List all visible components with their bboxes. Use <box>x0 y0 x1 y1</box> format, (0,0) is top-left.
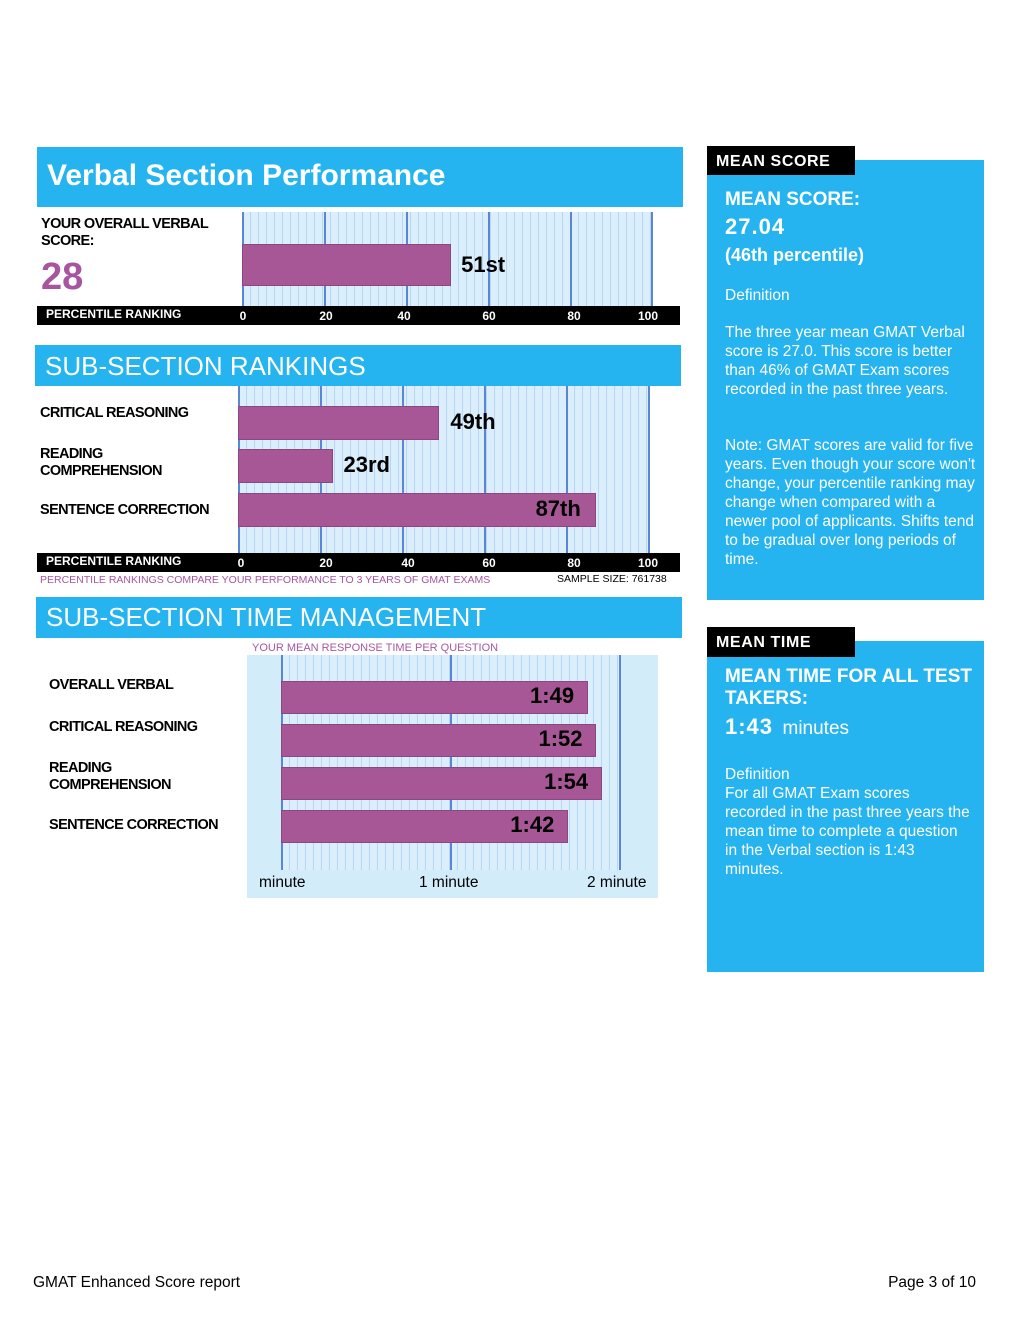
subsection-rankings-header: SUB-SECTION RANKINGS <box>35 345 681 386</box>
percentile-axis-bar: PERCENTILE RANKING 0 20 40 60 80 100 <box>37 306 680 325</box>
grid-line <box>651 212 653 307</box>
time-bar-label: 1:42 <box>510 812 555 837</box>
time-chart-area: 1:49 1:52 1:54 1:42 <box>281 655 621 870</box>
grid-line <box>648 386 650 554</box>
time-caption: YOUR MEAN RESPONSE TIME PER QUESTION <box>252 642 499 654</box>
mean-score-definition-label: Definition <box>725 287 790 304</box>
mean-score-tab: MEAN SCORE <box>707 146 855 175</box>
time-axis-label: 2 minute <box>587 874 647 891</box>
time-bar <box>281 810 569 843</box>
axis-tick: 60 <box>482 556 496 570</box>
verbal-chart-area: 51st <box>242 212 653 307</box>
verbal-section-header: Verbal Section Performance <box>37 147 683 207</box>
ranking-row-label: READING COMPREHENSION <box>40 446 163 479</box>
axis-tick: 0 <box>239 309 247 323</box>
axis-tick: 20 <box>319 556 333 570</box>
grid-line <box>281 655 283 870</box>
time-row-label: OVERALL VERBAL <box>49 677 174 693</box>
axis-tick: 40 <box>401 556 415 570</box>
grid-line <box>566 386 568 554</box>
time-bar <box>281 767 603 800</box>
time-management-title: SUB-SECTION TIME MANAGEMENT <box>46 602 487 632</box>
mean-time-unit: minutes <box>782 718 850 739</box>
subsection-rankings-title: SUB-SECTION RANKINGS <box>45 351 366 381</box>
sample-size: SAMPLE SIZE: 761738 <box>557 573 667 585</box>
time-axis-label: 1 minute <box>419 874 479 891</box>
overall-score-label: YOUR OVERALL VERBAL SCORE: <box>41 216 209 249</box>
mean-time-panel <box>707 641 984 972</box>
mean-time-value: 1:43 <box>725 714 774 739</box>
time-bar <box>281 724 597 757</box>
grid-line <box>488 212 490 307</box>
verbal-section-title: Verbal Section Performance <box>47 159 446 192</box>
percentile-axis-label: PERCENTILE RANKING <box>46 554 182 568</box>
time-row-label: SENTENCE CORRECTION <box>49 817 219 833</box>
mean-time-tab: MEAN TIME <box>707 627 855 657</box>
ranking-bar-label: 23rd <box>343 452 390 477</box>
footer-report-title: GMAT Enhanced Score report <box>33 1274 241 1291</box>
time-bar-label: 1:54 <box>544 769 589 794</box>
ranking-row-label: CRITICAL REASONING <box>40 405 189 421</box>
grid-line <box>570 212 572 307</box>
mean-score-tab-label: MEAN SCORE <box>716 153 831 170</box>
mean-score-paragraph: The three year mean GMAT Verbal score is… <box>725 324 965 398</box>
time-chart-panel: 1:49 1:52 1:54 1:42 minute 1 minute 2 minut… <box>247 655 658 898</box>
time-bar-label: 1:52 <box>538 726 583 751</box>
mean-time-heading: MEAN TIME FOR ALL TEST TAKERS: <box>725 666 972 709</box>
ranking-bar <box>238 406 440 440</box>
grid-line <box>402 386 404 554</box>
time-axis-label: minute <box>259 874 306 891</box>
rankings-chart-area: 49th 23rd 87th <box>238 386 650 554</box>
mean-time-value-row: 1:43 minutes <box>725 714 849 740</box>
mean-score-value: 27.04 <box>725 214 786 239</box>
percentile-axis-label: PERCENTILE RANKING <box>46 307 182 321</box>
mean-time-tab-label: MEAN TIME <box>716 634 812 651</box>
ranking-bar-label: 49th <box>450 409 496 434</box>
grid-line <box>619 655 621 870</box>
footer-page-number: Page 3 of 10 <box>888 1274 976 1291</box>
grid-line <box>484 386 486 554</box>
mean-time-definition-label: Definition <box>725 766 790 783</box>
verbal-percentile-bar <box>242 244 452 286</box>
percentile-note: PERCENTILE RANKINGS COMPARE YOUR PERFORM… <box>40 574 491 586</box>
verbal-percentile-label: 51st <box>461 252 506 277</box>
time-bar <box>281 681 589 714</box>
time-management-header: SUB-SECTION TIME MANAGEMENT <box>36 597 682 638</box>
axis-tick: 100 <box>637 309 659 323</box>
axis-tick: 100 <box>637 556 659 570</box>
mean-score-panel <box>707 160 984 600</box>
axis-tick: 0 <box>237 556 245 570</box>
grid-line <box>450 655 452 870</box>
mean-time-paragraph: For all GMAT Exam scores recorded in the… <box>725 785 970 878</box>
time-row-label: CRITICAL REASONING <box>49 719 198 735</box>
time-row-label: READING COMPREHENSION <box>49 760 172 793</box>
axis-tick: 40 <box>397 309 411 323</box>
time-bar-label: 1:49 <box>530 683 575 708</box>
ranking-row-label: SENTENCE CORRECTION <box>40 502 210 518</box>
percentile-axis-bar: PERCENTILE RANKING 0 20 40 60 80 100 <box>37 553 680 572</box>
axis-tick: 80 <box>567 556 581 570</box>
ranking-bar <box>238 493 596 527</box>
ranking-bar-label: 87th <box>535 496 581 521</box>
axis-tick: 80 <box>567 309 581 323</box>
overall-score-value: 28 <box>41 256 84 298</box>
ranking-bar <box>238 449 333 483</box>
axis-tick: 20 <box>319 309 333 323</box>
mean-score-percentile: (46th percentile) <box>725 245 865 265</box>
axis-tick: 60 <box>482 309 496 323</box>
mean-score-heading: MEAN SCORE: <box>725 189 861 210</box>
mean-score-note: Note: GMAT scores are valid for five yea… <box>725 437 976 568</box>
